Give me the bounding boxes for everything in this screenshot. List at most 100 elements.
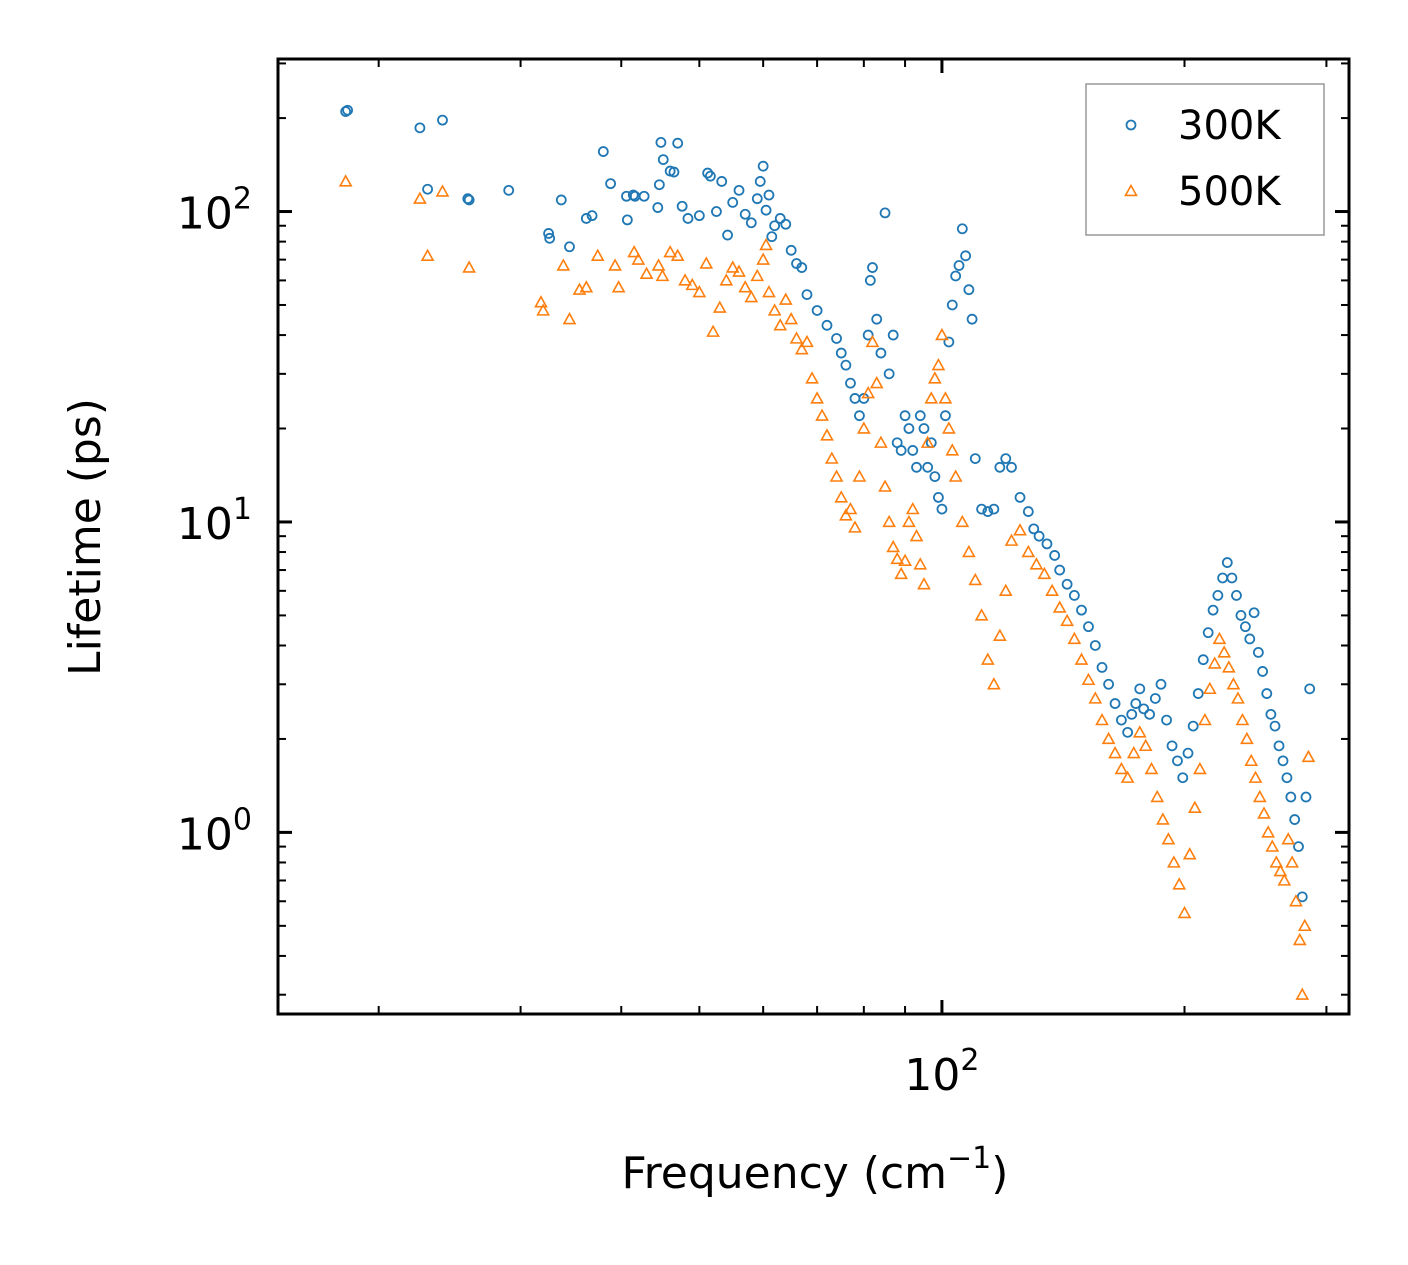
data-point — [992, 628, 1007, 641]
data-point — [536, 303, 551, 316]
data-point — [805, 371, 819, 384]
data-point — [1295, 987, 1310, 1000]
data-point — [982, 506, 994, 517]
data-point — [597, 146, 609, 157]
data-point — [1277, 755, 1289, 767]
data-point — [564, 241, 575, 253]
data-point — [1166, 855, 1181, 868]
data-point — [1021, 544, 1036, 558]
data-point — [1161, 832, 1176, 845]
data-point — [1054, 564, 1066, 576]
data-point — [865, 334, 880, 348]
data-point — [763, 189, 775, 201]
data-point — [1049, 550, 1061, 561]
data-point — [1109, 698, 1121, 709]
data-point — [1022, 506, 1034, 517]
data-point — [948, 469, 963, 482]
data-point — [968, 572, 983, 586]
data-point — [801, 289, 813, 301]
data-point — [757, 160, 769, 172]
data-point — [824, 451, 839, 464]
data-point — [1061, 578, 1073, 590]
data-point — [914, 410, 926, 422]
data-point — [655, 268, 670, 282]
data-point — [1126, 708, 1138, 720]
data-point — [861, 385, 876, 399]
data-point — [898, 553, 912, 566]
data-point — [849, 393, 861, 404]
data-point — [1239, 731, 1254, 745]
data-point — [1182, 747, 1194, 759]
data-point — [974, 608, 989, 621]
data-point — [414, 122, 426, 134]
data-point — [907, 445, 919, 456]
data-point — [437, 114, 448, 126]
data-point — [1226, 677, 1241, 690]
data-point — [655, 136, 667, 148]
series-300K — [340, 104, 1316, 903]
data-point — [969, 453, 981, 464]
legend-label-300K: 300K — [1178, 103, 1282, 149]
data-point — [744, 289, 759, 303]
data-point — [1138, 738, 1153, 752]
data-point — [759, 237, 773, 251]
data-point — [1252, 789, 1267, 803]
data-point — [917, 577, 931, 590]
data-point — [338, 174, 353, 187]
data-point — [956, 223, 968, 235]
data-point — [1052, 600, 1067, 613]
data-point — [1217, 645, 1232, 658]
data-point — [605, 178, 617, 190]
data-point — [611, 280, 626, 293]
data-point — [756, 252, 771, 265]
data-point — [1221, 557, 1233, 568]
data-point — [1226, 572, 1238, 584]
data-point — [1265, 839, 1280, 852]
legend-label-500K: 500K — [1178, 169, 1282, 215]
data-point — [652, 202, 664, 213]
data-point — [878, 479, 892, 492]
data-point — [928, 371, 942, 384]
data-point — [1235, 712, 1250, 726]
data-point — [651, 258, 666, 271]
data-point — [733, 184, 745, 196]
data-point — [420, 248, 435, 262]
data-point — [719, 273, 734, 286]
data-point — [994, 461, 1006, 473]
data-point — [1252, 647, 1264, 658]
data-point — [463, 194, 475, 206]
data-point — [1198, 712, 1212, 726]
data-point — [943, 336, 955, 348]
data-point — [1083, 621, 1094, 633]
data-point — [862, 329, 874, 341]
data-point — [1144, 761, 1159, 775]
data-point — [1239, 621, 1251, 633]
data-point — [1089, 640, 1101, 651]
data-point — [754, 176, 766, 187]
data-point — [882, 514, 897, 528]
data-point — [1217, 572, 1229, 584]
data-point — [1273, 740, 1285, 752]
data-point — [1304, 683, 1316, 695]
data-point — [1041, 538, 1053, 550]
data-point — [966, 313, 978, 325]
y-axis-label: Lifetime (ps) — [60, 398, 111, 676]
data-point — [1177, 772, 1189, 784]
data-point — [1060, 613, 1074, 627]
data-point — [864, 275, 876, 286]
data-point — [1248, 607, 1260, 619]
data-point — [1004, 533, 1019, 546]
data-point — [435, 184, 450, 197]
data-point — [940, 410, 951, 422]
data-point — [780, 218, 792, 230]
data-point — [712, 300, 727, 313]
data-point — [1193, 761, 1207, 775]
data-point — [794, 342, 809, 355]
data-point — [1293, 841, 1304, 852]
data-point — [1257, 806, 1271, 819]
data-point — [905, 501, 920, 515]
data-point — [883, 368, 895, 380]
data-point — [929, 471, 941, 482]
data-point — [739, 208, 751, 220]
data-point — [1006, 461, 1017, 473]
